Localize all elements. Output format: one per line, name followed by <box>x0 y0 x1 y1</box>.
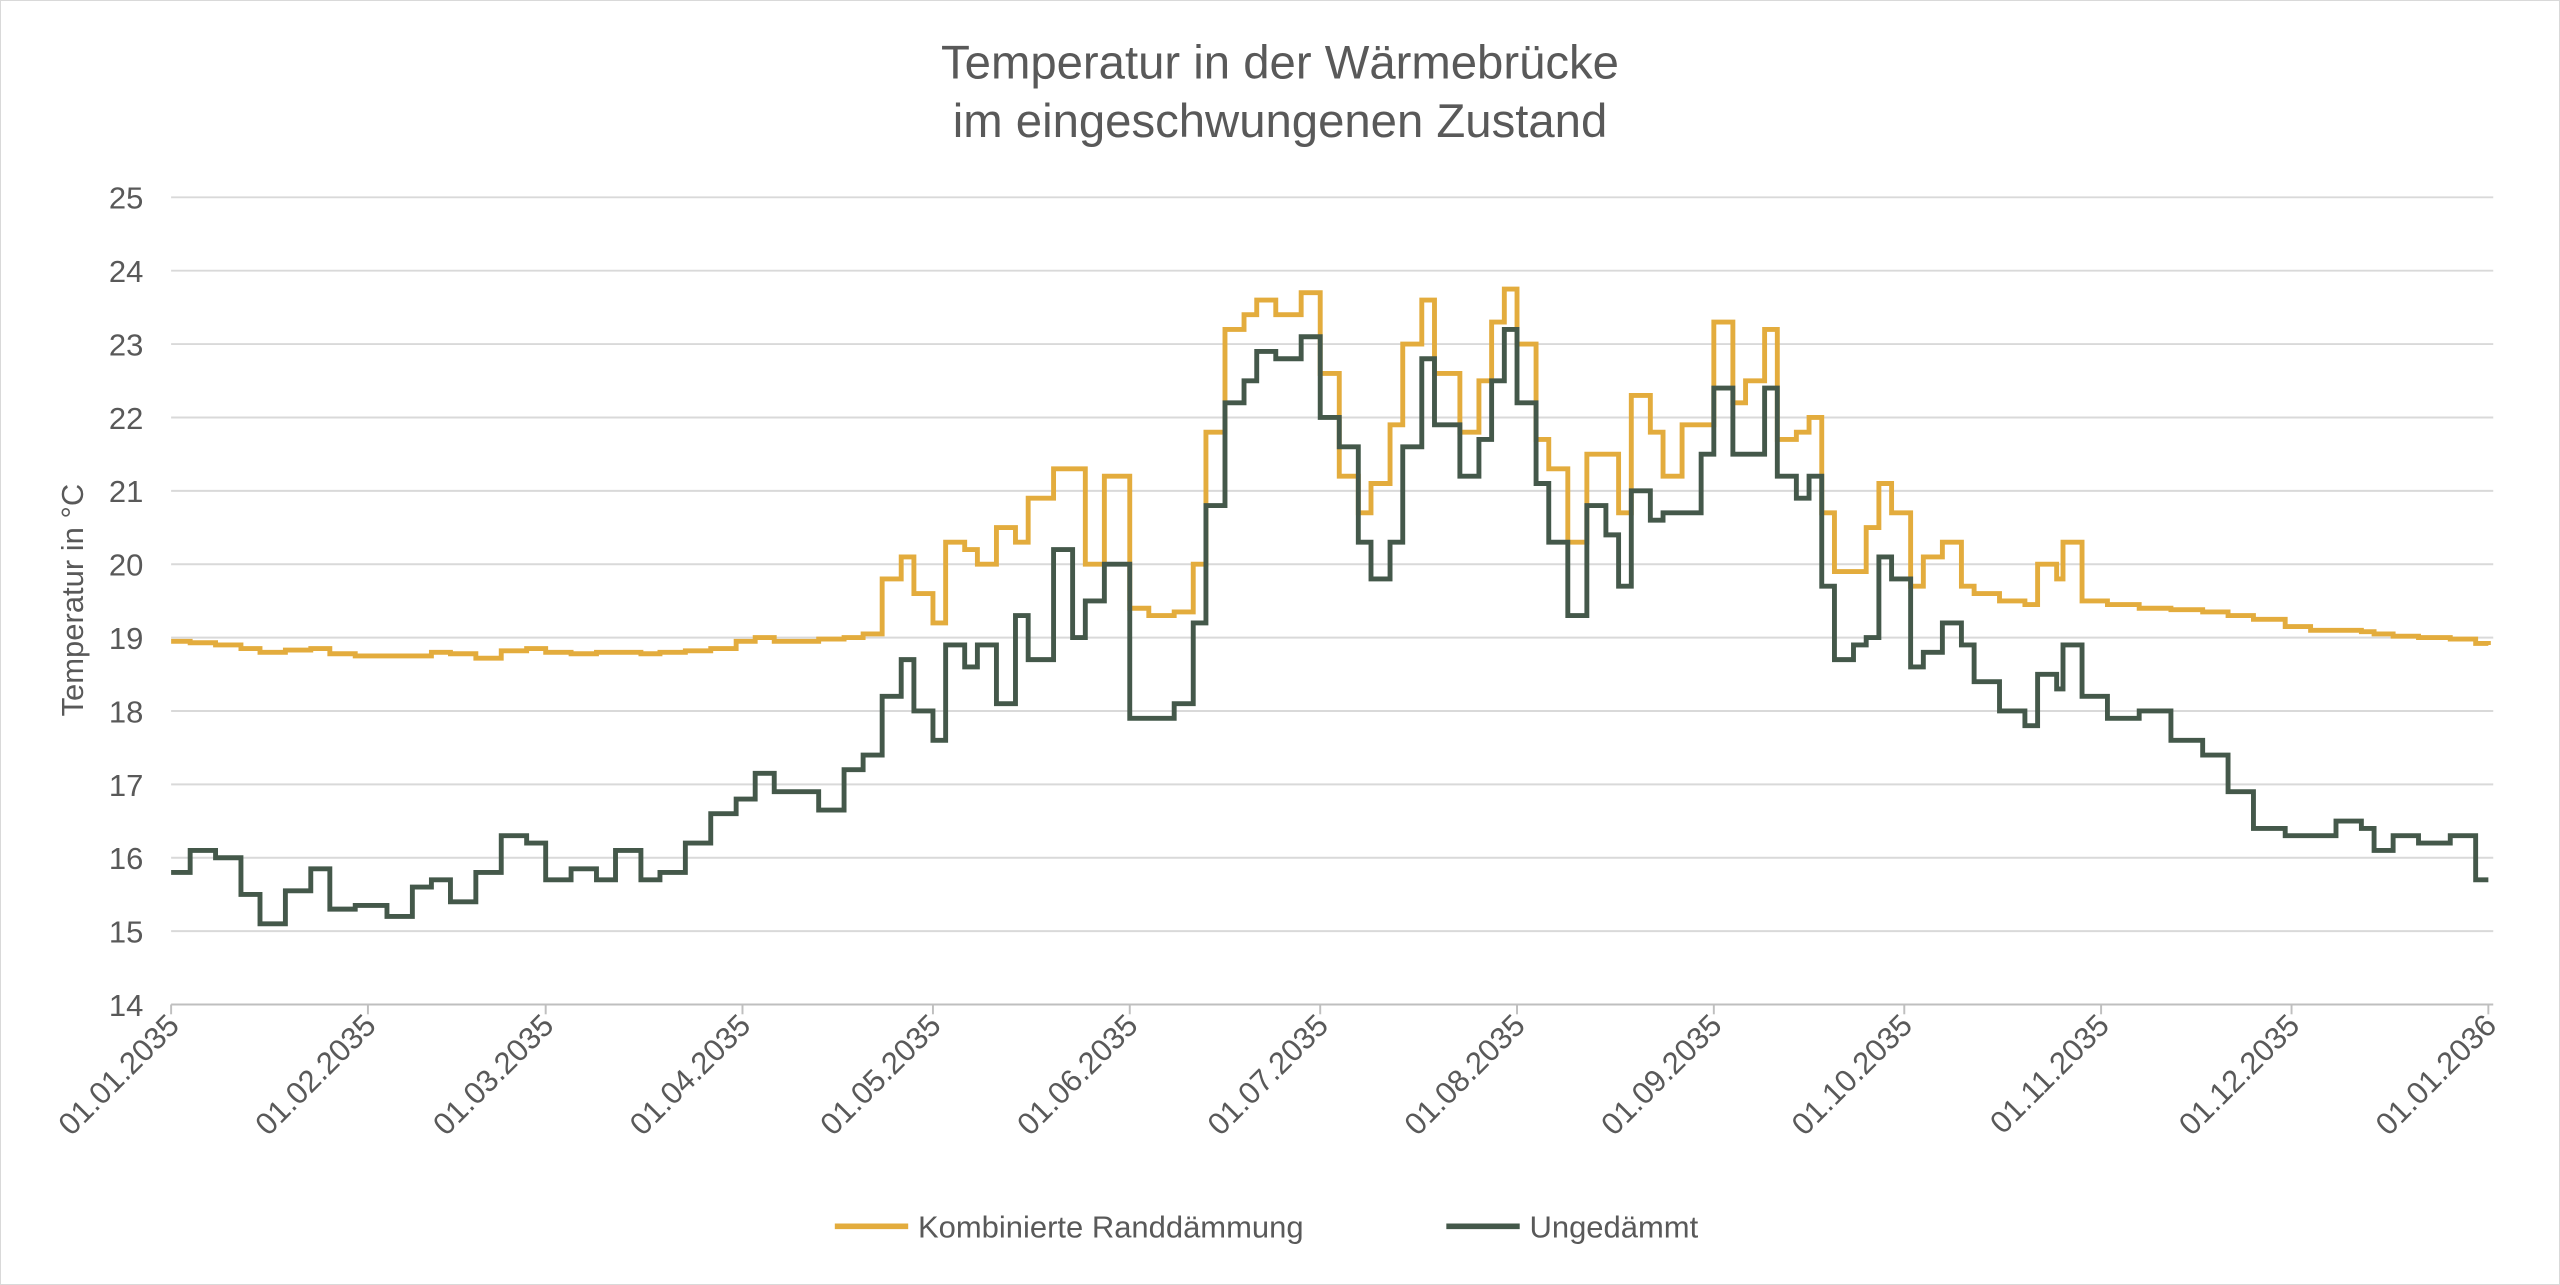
series-lines <box>171 286 2491 927</box>
x-tick-label: 01.07.2035 <box>1201 1008 1335 1142</box>
x-tick-label: 01.09.2035 <box>1594 1008 1728 1142</box>
legend: Kombinierte Randdämmung Ungedämmt <box>834 1210 1699 1245</box>
x-tick-label: 01.11.2035 <box>1983 1008 2116 1141</box>
x-tick-label: 01.01.2035 <box>52 1008 186 1142</box>
x-tick-label: 01.02.2035 <box>248 1008 382 1142</box>
x-tick-label: 01.06.2035 <box>1010 1008 1144 1142</box>
x-tick-label: 01.01.2036 <box>2369 1008 2503 1142</box>
y-tick-label: 20 <box>109 548 143 583</box>
x-tick-label: 01.10.2035 <box>1785 1008 1919 1142</box>
x-tick-label: 01.05.2035 <box>813 1008 947 1142</box>
y-tick-label: 19 <box>109 621 143 656</box>
series-line-ungedaemmt <box>171 326 2489 927</box>
chart-title-line-1: Temperatur in der Wärmebrücke <box>941 36 1619 89</box>
y-tick-label: 14 <box>109 988 143 1023</box>
y-tick-label: 17 <box>109 768 143 803</box>
x-tick-label: 01.03.2035 <box>426 1008 560 1142</box>
y-tick-label: 16 <box>109 841 143 876</box>
y-tick-label: 25 <box>109 181 143 216</box>
gridlines <box>171 196 2494 1006</box>
y-tick-label: 15 <box>109 915 143 950</box>
x-tick-label: 01.08.2035 <box>1397 1008 1531 1142</box>
x-tick-label: 01.04.2035 <box>623 1008 757 1142</box>
legend-label-ungedaemmt: Ungedämmt <box>1529 1210 1698 1245</box>
chart-title-line-2: im eingeschwungenen Zustand <box>953 95 1607 148</box>
x-axis-ticks: 01.01.2035 01.02.2035 01.03.2035 01.04.2035… <box>52 1004 2503 1142</box>
legend-label-kombinierte: Kombinierte Randdämmung <box>918 1210 1304 1245</box>
series-line-kombinierte <box>171 286 2491 661</box>
y-axis-label: Temperatur in °C <box>55 484 90 717</box>
y-tick-label: 23 <box>109 327 143 362</box>
y-axis-ticks: 14 15 16 17 18 19 20 21 22 23 24 25 <box>109 181 143 1023</box>
y-tick-label: 22 <box>109 401 143 436</box>
x-tick-label: 01.12.2035 <box>2172 1008 2306 1142</box>
y-tick-label: 21 <box>109 474 143 509</box>
y-tick-label: 24 <box>109 254 143 289</box>
y-tick-label: 18 <box>109 694 143 729</box>
